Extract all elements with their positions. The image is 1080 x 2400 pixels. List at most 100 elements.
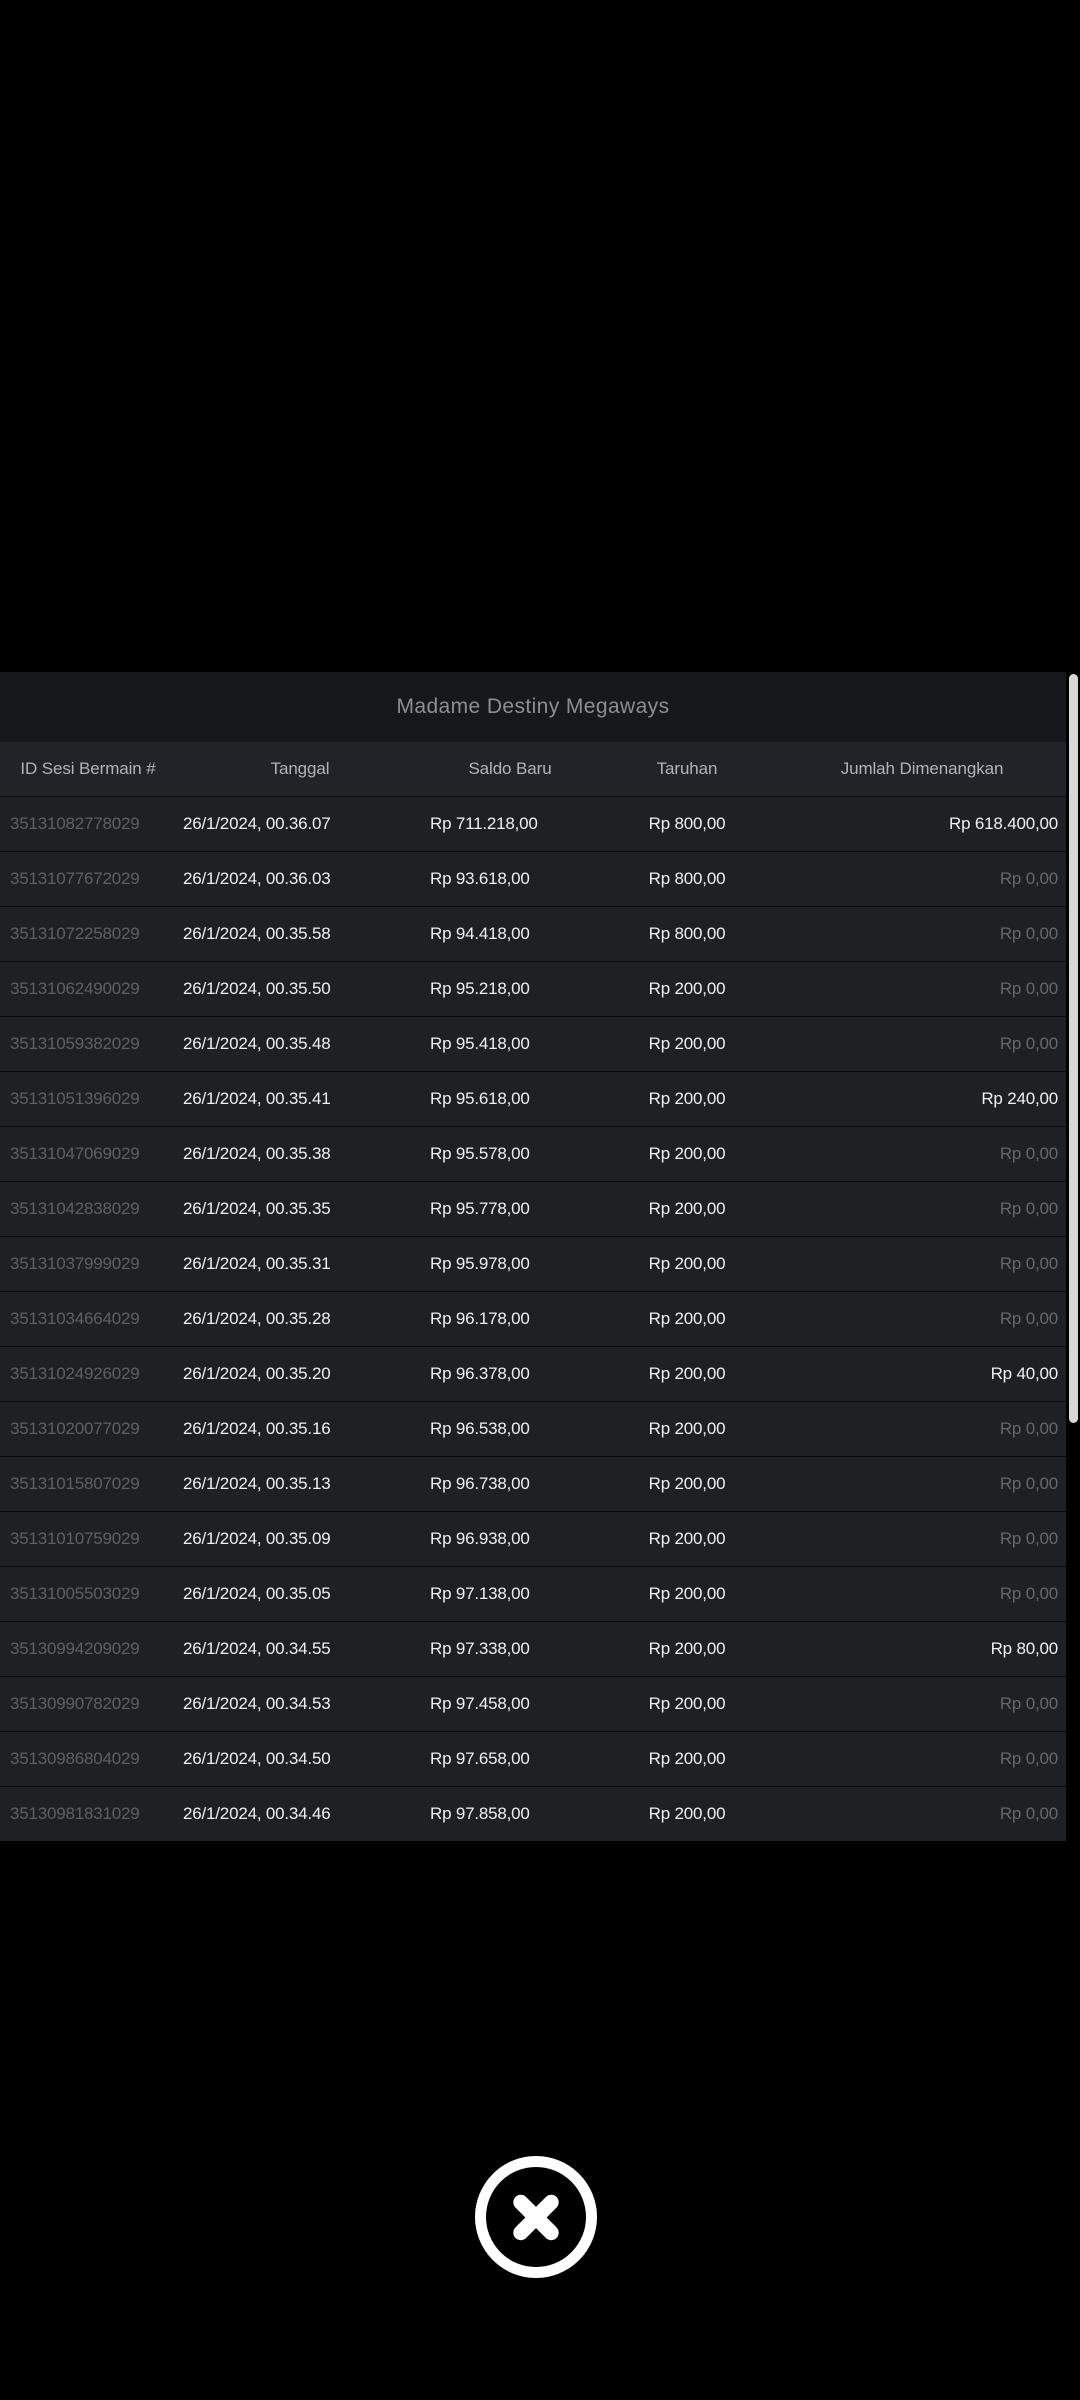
cell-bet: Rp 200,00 [648,1199,726,1218]
cell-session-id: 35130994209029 [10,1639,140,1658]
close-button[interactable] [475,2156,597,2278]
cell-date: 26/1/2024, 00.34.53 [183,1694,331,1713]
table-row: 35131010759029 26/1/2024, 00.35.09 Rp 96… [0,1511,1066,1566]
cell-new-balance: Rp 93.618,00 [430,869,530,888]
table-row: 35131051396029 26/1/2024, 00.35.41 Rp 95… [0,1071,1066,1126]
cell-new-balance: Rp 97.338,00 [430,1639,530,1658]
header-session-id: ID Sesi Bermain # [20,759,156,778]
cell-new-balance: Rp 711.218,00 [430,814,538,833]
cell-date: 26/1/2024, 00.34.50 [183,1749,331,1768]
table-row: 35131072258029 26/1/2024, 00.35.58 Rp 94… [0,906,1066,961]
cell-amount-won: Rp 0,00 [999,1584,1058,1603]
table-row: 35131024926029 26/1/2024, 00.35.20 Rp 96… [0,1346,1066,1401]
cell-session-id: 35131072258029 [10,924,140,943]
cell-session-id: 35131005503029 [10,1584,140,1603]
table-row: 35131062490029 26/1/2024, 00.35.50 Rp 95… [0,961,1066,1016]
cell-new-balance: Rp 96.378,00 [430,1364,530,1383]
cell-date: 26/1/2024, 00.35.35 [183,1199,331,1218]
table-row: 35131005503029 26/1/2024, 00.35.05 Rp 97… [0,1566,1066,1621]
cell-date: 26/1/2024, 00.34.55 [183,1639,331,1658]
cell-amount-won: Rp 40,00 [990,1364,1059,1383]
cell-bet: Rp 800,00 [648,924,726,943]
cell-bet: Rp 200,00 [648,1529,726,1548]
cell-amount-won: Rp 0,00 [999,1474,1058,1493]
cell-new-balance: Rp 95.778,00 [430,1199,530,1218]
game-title: Madame Destiny Megaways [396,695,670,718]
cell-new-balance: Rp 94.418,00 [430,924,530,943]
header-new-balance: Saldo Baru [468,759,552,778]
cell-bet: Rp 200,00 [648,1694,726,1713]
cell-session-id: 35130990782029 [10,1694,140,1713]
cell-new-balance: Rp 95.978,00 [430,1254,530,1273]
table-header-row: ID Sesi Bermain # Tanggal Saldo Baru Tar… [0,742,1066,796]
cell-session-id: 35131082778029 [10,814,140,833]
scrollbar-thumb[interactable] [1069,674,1078,1423]
table-row: 35131037999029 26/1/2024, 00.35.31 Rp 95… [0,1236,1066,1291]
cell-date: 26/1/2024, 00.35.41 [183,1089,331,1108]
cell-session-id: 35131042838029 [10,1199,140,1218]
cell-session-id: 35131077672029 [10,869,140,888]
cell-new-balance: Rp 97.658,00 [430,1749,530,1768]
table-row: 35130994209029 26/1/2024, 00.34.55 Rp 97… [0,1621,1066,1676]
table-body[interactable]: 35131082778029 26/1/2024, 00.36.07 Rp 71… [0,796,1066,1841]
cell-bet: Rp 200,00 [648,1639,726,1658]
table-row: 35131082778029 26/1/2024, 00.36.07 Rp 71… [0,796,1066,851]
cell-session-id: 35131037999029 [10,1254,140,1273]
cell-amount-won: Rp 0,00 [999,979,1058,998]
cell-amount-won: Rp 0,00 [999,1199,1058,1218]
cell-new-balance: Rp 96.538,00 [430,1419,530,1438]
header-bet: Taruhan [656,759,718,778]
cell-date: 26/1/2024, 00.35.13 [183,1474,331,1493]
table-row: 35131077672029 26/1/2024, 00.36.03 Rp 93… [0,851,1066,906]
cell-session-id: 35130981831029 [10,1804,140,1823]
cell-date: 26/1/2024, 00.35.38 [183,1144,331,1163]
cell-bet: Rp 200,00 [648,1144,726,1163]
cell-bet: Rp 200,00 [648,1034,726,1053]
cell-session-id: 35131062490029 [10,979,140,998]
cell-date: 26/1/2024, 00.35.09 [183,1529,331,1548]
cell-session-id: 35131024926029 [10,1364,140,1383]
cell-date: 26/1/2024, 00.35.31 [183,1254,331,1273]
cell-bet: Rp 800,00 [648,869,726,888]
cell-bet: Rp 200,00 [648,1254,726,1273]
table-row: 35131042838029 26/1/2024, 00.35.35 Rp 95… [0,1181,1066,1236]
cell-bet: Rp 200,00 [648,1089,726,1108]
cell-bet: Rp 200,00 [648,1419,726,1438]
close-icon [507,2188,565,2246]
cell-bet: Rp 200,00 [648,1364,726,1383]
cell-amount-won: Rp 618.400,00 [949,814,1058,833]
game-history-modal: Madame Destiny Megaways ID Sesi Bermain … [0,672,1066,1841]
cell-session-id: 35131010759029 [10,1529,140,1548]
cell-date: 26/1/2024, 00.35.50 [183,979,331,998]
cell-bet: Rp 200,00 [648,1749,726,1768]
cell-new-balance: Rp 96.178,00 [430,1309,530,1328]
cell-amount-won: Rp 0,00 [999,869,1058,888]
cell-new-balance: Rp 95.618,00 [430,1089,530,1108]
cell-session-id: 35131020077029 [10,1419,140,1438]
cell-amount-won: Rp 0,00 [999,924,1058,943]
cell-session-id: 35130986804029 [10,1749,140,1768]
cell-new-balance: Rp 97.858,00 [430,1804,530,1823]
table-row: 35131034664029 26/1/2024, 00.35.28 Rp 96… [0,1291,1066,1346]
cell-new-balance: Rp 97.458,00 [430,1694,530,1713]
cell-amount-won: Rp 0,00 [999,1749,1058,1768]
cell-amount-won: Rp 0,00 [999,1804,1058,1823]
cell-new-balance: Rp 95.418,00 [430,1034,530,1053]
cell-amount-won: Rp 0,00 [999,1144,1058,1163]
cell-amount-won: Rp 0,00 [999,1034,1058,1053]
cell-date: 26/1/2024, 00.35.28 [183,1309,331,1328]
cell-new-balance: Rp 97.138,00 [430,1584,530,1603]
cell-new-balance: Rp 95.218,00 [430,979,530,998]
header-date: Tanggal [270,759,330,778]
modal-titlebar: Madame Destiny Megaways [0,672,1066,742]
table-row: 35130986804029 26/1/2024, 00.34.50 Rp 97… [0,1731,1066,1786]
cell-new-balance: Rp 96.938,00 [430,1529,530,1548]
cell-session-id: 35131047069029 [10,1144,140,1163]
cell-date: 26/1/2024, 00.35.58 [183,924,331,943]
table-row: 35131059382029 26/1/2024, 00.35.48 Rp 95… [0,1016,1066,1071]
cell-session-id: 35131034664029 [10,1309,140,1328]
cell-date: 26/1/2024, 00.35.16 [183,1419,331,1438]
cell-bet: Rp 200,00 [648,1309,726,1328]
cell-date: 26/1/2024, 00.35.05 [183,1584,331,1603]
cell-amount-won: Rp 0,00 [999,1419,1058,1438]
